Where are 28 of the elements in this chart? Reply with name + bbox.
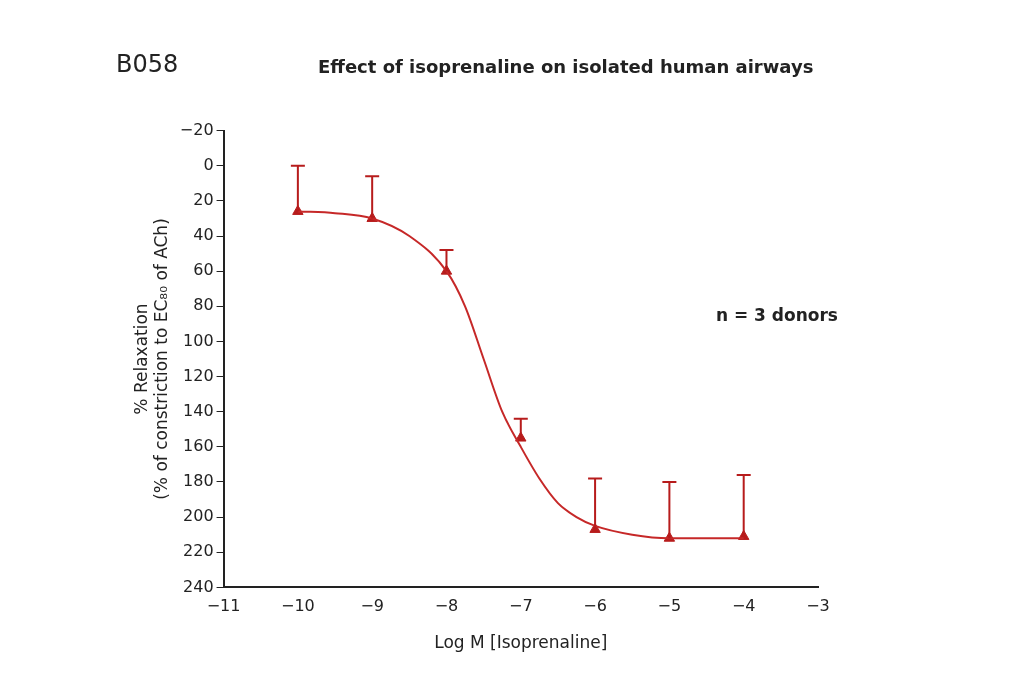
y-tick-label: 40 <box>193 225 214 245</box>
chart-title: Effect of isoprenaline on isolated human airways <box>318 56 814 77</box>
y-tick-label: 200 <box>183 506 214 526</box>
y-axis-title: % Relaxation (% of constriction to EC₈₀ of ACh) <box>130 218 172 500</box>
x-tick-label: −9 <box>360 596 384 616</box>
x-tick-label: −5 <box>657 596 682 616</box>
y-tick-label: 160 <box>183 436 214 455</box>
x-tick-label: −8 <box>434 596 459 616</box>
y-tick-label: −20 <box>179 119 214 139</box>
x-tick-label: −10 <box>280 596 315 616</box>
y-tick-label: 20 <box>193 190 214 210</box>
x-tick-label: −11 <box>206 596 241 616</box>
y-tick-label: 100 <box>183 330 214 350</box>
y-tick-label: 180 <box>183 471 214 491</box>
y-tick-label: 240 <box>183 576 214 596</box>
text: B058 <box>116 50 179 78</box>
y-tick-label: 120 <box>183 365 214 385</box>
y-tick-label: 220 <box>183 541 214 561</box>
x-tick-label: −4 <box>731 596 756 616</box>
y-tick-label: 0 <box>203 154 214 174</box>
y-tick-label: 140 <box>183 400 214 420</box>
y-tick-label: 80 <box>193 295 214 315</box>
x-axis-title: Log M [Isoprenaline] <box>434 632 608 653</box>
x-tick-label: −6 <box>583 596 607 616</box>
y-tick-label: 60 <box>193 260 214 280</box>
annotation: n = 3 donors <box>715 304 838 325</box>
x-tick-label: −7 <box>508 596 533 616</box>
x-tick-label: −3 <box>806 596 830 616</box>
